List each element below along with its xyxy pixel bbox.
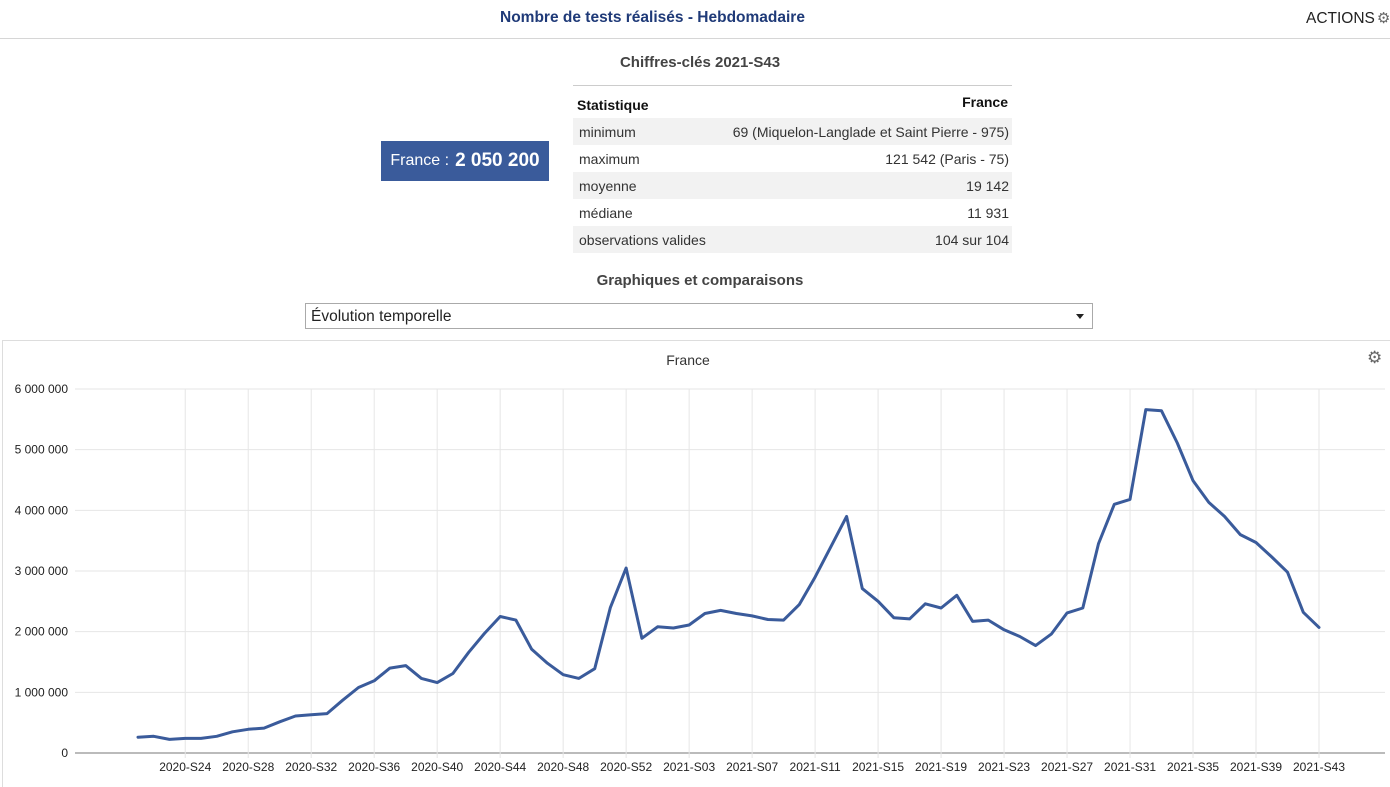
series-line-france (136, 408, 1321, 741)
table-row: minimum 69 (Miquelon-Langlade et Saint P… (573, 118, 1012, 145)
top-bar: Nombre de tests réalisés - Hebdomadaire … (0, 0, 1390, 39)
x-gridlines (184, 389, 1320, 758)
x-tick-label: 2021-S39 (1230, 760, 1282, 774)
chart-settings-gear-icon[interactable]: ⚙ (1367, 348, 1383, 367)
x-tick-label: 2020-S44 (474, 760, 526, 774)
y-tick-label: 4 000 000 (15, 503, 69, 517)
france-total-badge: France : 2 050 200 (381, 141, 549, 181)
table-row: moyenne 19 142 (573, 172, 1012, 199)
badge-prefix: France : (390, 152, 450, 169)
x-tick-label: 2021-S35 (1167, 760, 1219, 774)
y-gridlines (75, 388, 1385, 754)
x-tick-label: 2021-S23 (978, 760, 1030, 774)
stat-value: 104 sur 104 (714, 226, 1012, 253)
x-tick-label: 2021-S27 (1041, 760, 1093, 774)
x-tick-label: 2021-S19 (915, 760, 967, 774)
x-tick-label: 2020-S48 (537, 760, 589, 774)
x-tick-label: 2020-S24 (159, 760, 211, 774)
y-tick-label: 0 (61, 746, 68, 760)
gear-icon: ⚙ (1376, 10, 1390, 27)
table-row: médiane 11 931 (573, 199, 1012, 226)
y-tick-label: 3 000 000 (15, 564, 69, 578)
stat-label: observations valides (573, 226, 715, 253)
key-figures-title: Chiffres-clés 2021-S43 (619, 54, 781, 71)
actions-label: ACTIONS (1306, 10, 1375, 27)
x-tick-label: 2021-S11 (790, 760, 841, 774)
x-tick-label: 2020-S40 (411, 760, 463, 774)
x-tick-label: 2021-S03 (663, 760, 715, 774)
y-tick-label: 1 000 000 (15, 685, 69, 699)
x-tick-label: 2021-S31 (1104, 760, 1156, 774)
dropdown-arrow-icon (1076, 314, 1084, 319)
charts-section-title: Graphiques et comparaisons (596, 272, 804, 289)
x-tick-label: 2020-S32 (285, 760, 337, 774)
chart-title: France (666, 352, 710, 368)
chart-type-select-value: Évolution temporelle (311, 308, 452, 325)
y-tick-label: 6 000 000 (15, 382, 69, 396)
chart-type-select[interactable]: Évolution temporelle (305, 303, 1093, 329)
stat-value: 11 931 (967, 204, 1009, 221)
x-tick-label: 2020-S28 (222, 760, 274, 774)
y-axis-labels: 0 1 000 000 2 000 000 3 000 000 4 000 000 5 0… (15, 382, 69, 760)
y-tick-label: 2 000 000 (15, 625, 69, 639)
x-axis-labels: 2020-S24 2020-S28 2020-S32 2020-S36 2020-S40… (159, 760, 1345, 774)
column-header-statistique: Statistique (573, 85, 715, 118)
line-chart: 0 1 000 000 2 000 000 3 000 000 4 000 000 5 0… (15, 352, 1385, 774)
x-tick-label: 2021-S43 (1293, 760, 1345, 774)
x-tick-label: 2020-S36 (348, 760, 400, 774)
stat-label: maximum (579, 150, 640, 167)
stat-value: 69 (Miquelon-Langlade et Saint Pierre - … (714, 118, 1012, 145)
column-header-france: France (714, 85, 1012, 118)
stat-label: médiane (579, 204, 633, 221)
x-tick-label: 2020-S52 (600, 760, 652, 774)
stat-value: 121 542 (Paris - 75) (885, 150, 1009, 167)
stat-value: 19 142 (714, 172, 1012, 199)
badge-value: 2 050 200 (455, 150, 540, 171)
x-tick-label: 2021-S15 (852, 760, 904, 774)
key-figures-table: Statistique France minimum 69 (Miquelon-… (573, 85, 1012, 253)
x-tick-label: 2021-S07 (726, 760, 778, 774)
chart-container (2, 340, 1390, 787)
page-title: Nombre de tests réalisés - Hebdomadaire (500, 9, 805, 26)
table-row: observations valides 104 sur 104 (573, 226, 1012, 253)
stat-label: moyenne (573, 172, 715, 199)
actions-menu-button[interactable]: ACTIONS ⚙ (1306, 9, 1390, 28)
stat-label: minimum (573, 118, 715, 145)
table-row: maximum 121 542 (Paris - 75) (573, 145, 1012, 172)
y-tick-label: 5 000 000 (15, 443, 69, 457)
